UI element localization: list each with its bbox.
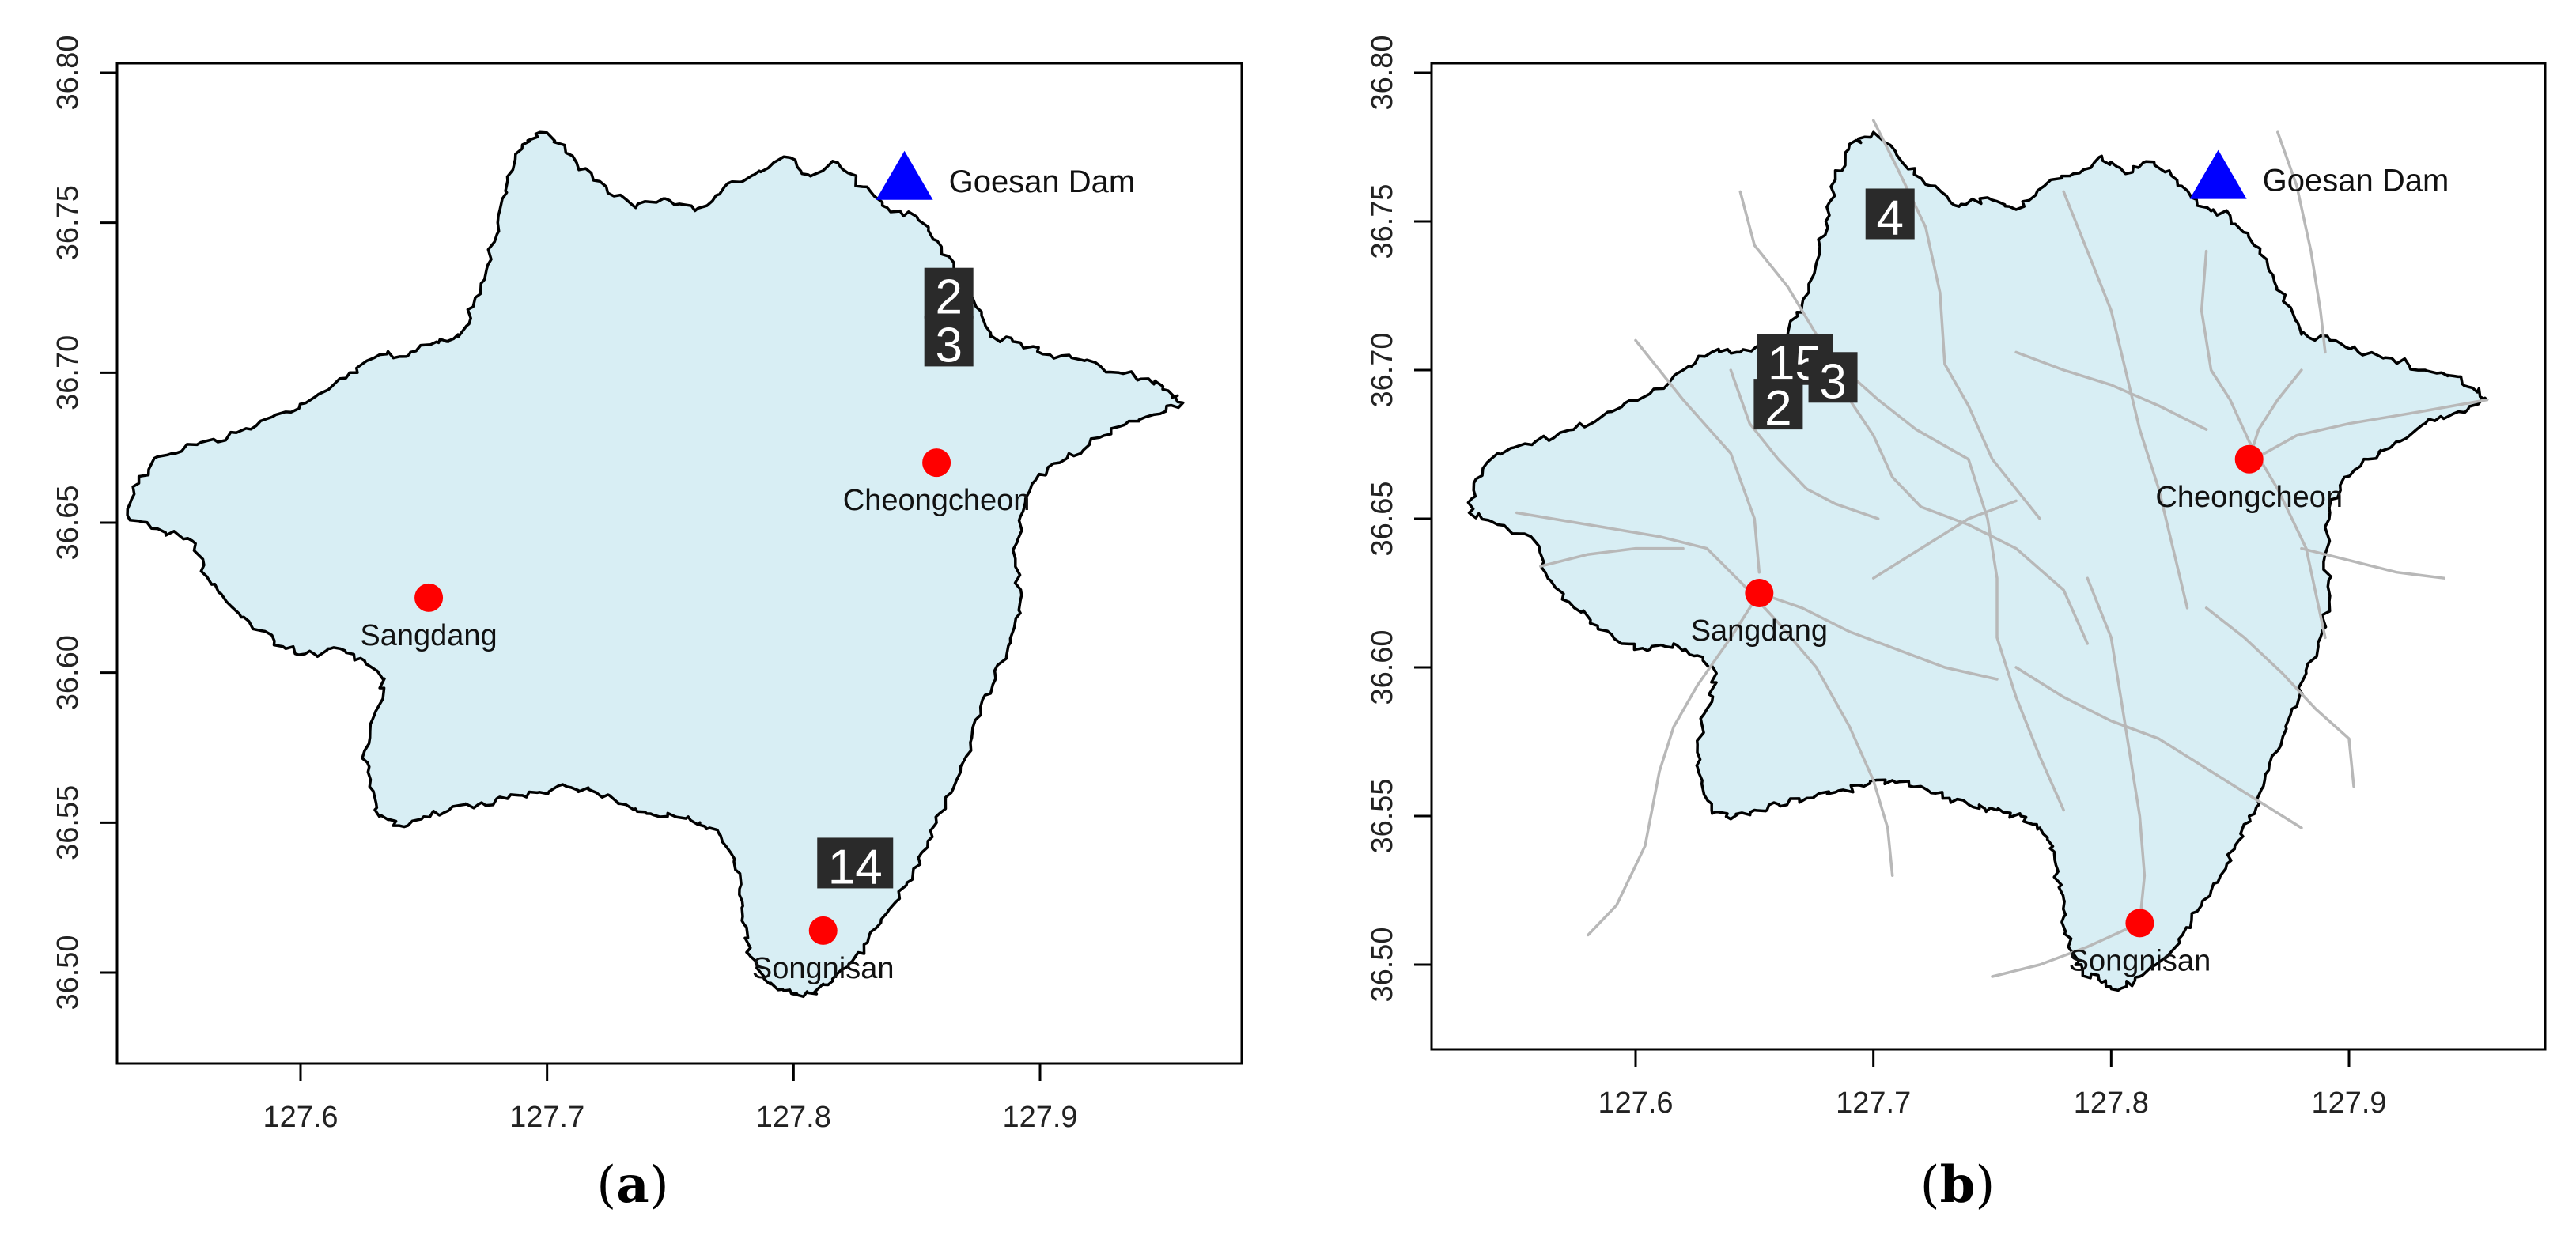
count-label-box xyxy=(924,316,974,367)
x-tick-label: 127.9 xyxy=(2311,1086,2386,1120)
panel-caption: (b) xyxy=(1920,1155,1995,1215)
x-tick-label: 127.6 xyxy=(1598,1086,1673,1120)
station-marker xyxy=(414,583,444,612)
station-label: Songnisan xyxy=(2069,944,2211,977)
x-tick-label: 127.9 xyxy=(1002,1101,1077,1134)
station-label: Cheongcheon xyxy=(843,484,1031,517)
y-tick-label: 36.70 xyxy=(51,335,85,410)
stream-line xyxy=(1848,398,2090,645)
station-marker xyxy=(1745,579,1774,607)
x-tick-label: 127.7 xyxy=(1836,1086,1911,1120)
count-label-text: 4 xyxy=(1876,191,1903,245)
count-label: 3 xyxy=(924,316,974,372)
count-label-text: 3 xyxy=(935,318,962,372)
count-label: 4 xyxy=(1865,188,1915,245)
stream-line xyxy=(2204,606,2355,788)
y-tick-label: 36.75 xyxy=(1366,183,1399,259)
map-panel-a: 127.6 127.7 127.8 127.9 36.50 36.55 36.60 36.65… xyxy=(51,35,1243,1134)
plot-frame xyxy=(115,62,1243,1065)
plot-frame xyxy=(1430,62,2547,1051)
count-label: 14 xyxy=(817,837,894,894)
x-tick-label: 127.8 xyxy=(756,1101,831,1134)
station-marker xyxy=(2125,909,2154,938)
y-tick-label: 36.70 xyxy=(1366,332,1399,407)
dam-label: Goesan Dam xyxy=(2263,164,2449,198)
stream-line xyxy=(1515,511,1852,728)
stream-line xyxy=(1871,119,2041,520)
stream-line xyxy=(1967,458,2065,812)
y-tick-label: 36.50 xyxy=(1366,927,1399,1002)
x-tick-label: 127.6 xyxy=(263,1101,338,1134)
stream-line xyxy=(1634,338,1761,574)
count-label: 3 xyxy=(1808,352,1858,409)
y-tick-label: 36.55 xyxy=(51,785,85,860)
stream-line xyxy=(2276,130,2327,354)
station-marker xyxy=(808,916,838,945)
stream-line xyxy=(2252,398,2489,461)
stream-line xyxy=(2200,249,2327,640)
watershed-boundary xyxy=(126,130,1185,999)
count-label-box xyxy=(1808,352,1858,403)
stream-line xyxy=(2086,576,2147,925)
count-label-text: 14 xyxy=(828,840,883,894)
watershed-boundary xyxy=(1466,130,2489,992)
stream-network xyxy=(1515,119,2489,978)
y-tick-label: 36.55 xyxy=(1366,778,1399,853)
stream-line xyxy=(2300,546,2446,580)
stream-line xyxy=(1587,591,1761,937)
y-tick-label: 36.75 xyxy=(51,185,85,260)
station-marker xyxy=(2234,444,2264,474)
station-label: Sangdang xyxy=(1691,614,1828,648)
x-tick-label: 127.7 xyxy=(509,1101,584,1134)
stream-line xyxy=(2247,368,2303,461)
stream-line xyxy=(1538,546,1685,568)
y-tick-label: 36.80 xyxy=(51,35,85,110)
panel-caption: (a) xyxy=(596,1155,668,1215)
stream-line xyxy=(1757,591,1999,681)
count-label: 2 xyxy=(924,267,974,325)
count-label-text: 3 xyxy=(1819,354,1846,409)
stream-line xyxy=(1848,725,1894,877)
count-label-box xyxy=(1753,379,1803,430)
dam-label: Goesan Dam xyxy=(949,164,1136,199)
station-label: Songnisan xyxy=(752,952,895,985)
map-panel-b: 127.6 127.7 127.8 127.9 36.50 36.55 36.60 36.65… xyxy=(1366,35,2547,1120)
station-marker xyxy=(922,448,951,478)
stream-line xyxy=(1729,368,1880,520)
count-label-text: 2 xyxy=(935,270,962,325)
y-tick-label: 36.50 xyxy=(51,935,85,1010)
stream-line xyxy=(1991,921,2142,978)
count-label-box xyxy=(924,267,974,319)
station-label: Cheongcheon xyxy=(2155,481,2343,514)
dam-marker xyxy=(876,150,933,200)
count-label-box xyxy=(1865,188,1915,240)
station-label: Sangdang xyxy=(360,619,497,652)
count-label-text: 2 xyxy=(1765,381,1791,436)
y-tick-label: 36.80 xyxy=(1366,35,1399,110)
count-label: 2 xyxy=(1753,379,1803,436)
count-label-box xyxy=(817,837,894,889)
stream-line xyxy=(1871,499,2018,580)
stream-line xyxy=(2014,666,2303,829)
y-tick-label: 36.60 xyxy=(1366,629,1399,705)
stream-line xyxy=(2062,190,2189,610)
x-tick-label: 127.8 xyxy=(2074,1086,2149,1120)
stream-line xyxy=(2014,350,2208,431)
dam-marker xyxy=(2189,149,2247,199)
y-tick-label: 36.65 xyxy=(1366,481,1399,556)
y-tick-label: 36.65 xyxy=(51,485,85,560)
y-tick-label: 36.60 xyxy=(51,635,85,710)
